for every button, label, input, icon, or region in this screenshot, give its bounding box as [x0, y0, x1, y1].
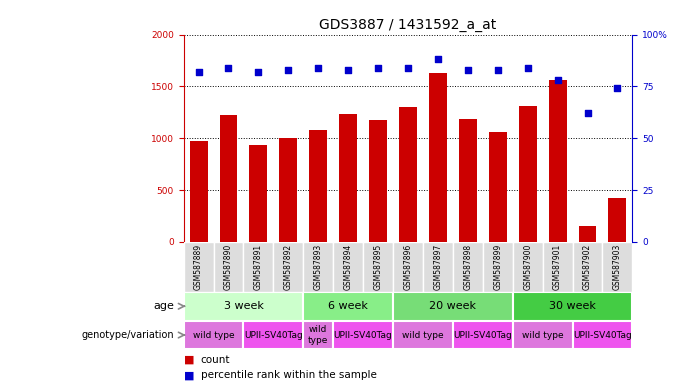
Bar	[519, 106, 537, 242]
Bar	[543, 242, 573, 292]
Bar	[369, 119, 387, 242]
Text: GSM587900: GSM587900	[523, 244, 532, 290]
Text: GSM587899: GSM587899	[493, 244, 503, 290]
Bar	[399, 107, 417, 242]
Bar	[243, 321, 303, 349]
Text: GSM587889: GSM587889	[194, 244, 203, 290]
Point	[403, 65, 413, 71]
Text: 3 week: 3 week	[224, 301, 263, 311]
Point	[612, 85, 623, 91]
Point	[462, 67, 473, 73]
Text: UPII-SV40Tag: UPII-SV40Tag	[454, 331, 512, 339]
Bar	[393, 321, 453, 349]
Bar	[190, 141, 207, 242]
Text: GSM587896: GSM587896	[403, 244, 413, 290]
Bar	[303, 321, 333, 349]
Bar	[243, 242, 273, 292]
Bar	[393, 292, 513, 321]
Point	[313, 65, 324, 71]
Text: GSM587894: GSM587894	[343, 244, 353, 290]
Point	[492, 67, 503, 73]
Text: genotype/variation: genotype/variation	[82, 330, 175, 340]
Point	[432, 56, 443, 63]
Bar	[279, 138, 297, 242]
Text: 20 week: 20 week	[429, 301, 477, 311]
Bar	[220, 116, 237, 242]
Bar	[549, 80, 566, 242]
Text: GSM587902: GSM587902	[583, 244, 592, 290]
Text: GSM587890: GSM587890	[224, 244, 233, 290]
Bar	[184, 292, 303, 321]
Bar	[273, 242, 303, 292]
Text: ■: ■	[184, 370, 194, 380]
Point	[552, 77, 563, 83]
Text: 30 week: 30 week	[549, 301, 596, 311]
Point	[223, 65, 234, 71]
Text: GSM587895: GSM587895	[373, 244, 383, 290]
Bar	[303, 242, 333, 292]
Bar	[423, 242, 453, 292]
Text: 6 week: 6 week	[328, 301, 368, 311]
Text: wild type: wild type	[192, 331, 235, 339]
Bar	[489, 132, 507, 242]
Point	[283, 67, 294, 73]
Bar	[429, 73, 447, 242]
Text: wild type: wild type	[402, 331, 444, 339]
Bar	[363, 242, 393, 292]
Title: GDS3887 / 1431592_a_at: GDS3887 / 1431592_a_at	[320, 18, 496, 32]
Bar	[573, 242, 602, 292]
Text: UPII-SV40Tag: UPII-SV40Tag	[334, 331, 392, 339]
Bar	[609, 199, 626, 242]
Text: age: age	[154, 301, 175, 311]
Text: UPII-SV40Tag: UPII-SV40Tag	[244, 331, 303, 339]
Text: GSM587892: GSM587892	[284, 244, 293, 290]
Bar	[453, 242, 483, 292]
Text: UPII-SV40Tag: UPII-SV40Tag	[573, 331, 632, 339]
Text: percentile rank within the sample: percentile rank within the sample	[201, 370, 377, 380]
Bar	[184, 242, 214, 292]
Bar	[513, 242, 543, 292]
Bar	[309, 130, 327, 242]
Bar	[459, 119, 477, 242]
Bar	[339, 114, 357, 242]
Bar	[579, 227, 596, 242]
Text: GSM587891: GSM587891	[254, 244, 263, 290]
Point	[253, 69, 264, 75]
Text: GSM587898: GSM587898	[463, 244, 473, 290]
Bar	[453, 321, 513, 349]
Bar	[333, 321, 393, 349]
Point	[582, 110, 593, 116]
Text: GSM587903: GSM587903	[613, 244, 622, 290]
Point	[343, 67, 354, 73]
Bar	[214, 242, 243, 292]
Bar	[184, 321, 243, 349]
Bar	[573, 321, 632, 349]
Bar	[303, 292, 393, 321]
Point	[373, 65, 384, 71]
Point	[522, 65, 533, 71]
Text: count: count	[201, 355, 230, 365]
Bar	[483, 242, 513, 292]
Text: wild
type: wild type	[308, 325, 328, 345]
Bar	[250, 146, 267, 242]
Bar	[513, 292, 632, 321]
Text: GSM587893: GSM587893	[313, 244, 323, 290]
Text: GSM587901: GSM587901	[553, 244, 562, 290]
Text: wild type: wild type	[522, 331, 564, 339]
Point	[193, 69, 204, 75]
Text: GSM587897: GSM587897	[433, 244, 443, 290]
Bar	[333, 242, 363, 292]
Bar	[393, 242, 423, 292]
Bar	[513, 321, 573, 349]
Text: ■: ■	[184, 355, 194, 365]
Bar	[602, 242, 632, 292]
